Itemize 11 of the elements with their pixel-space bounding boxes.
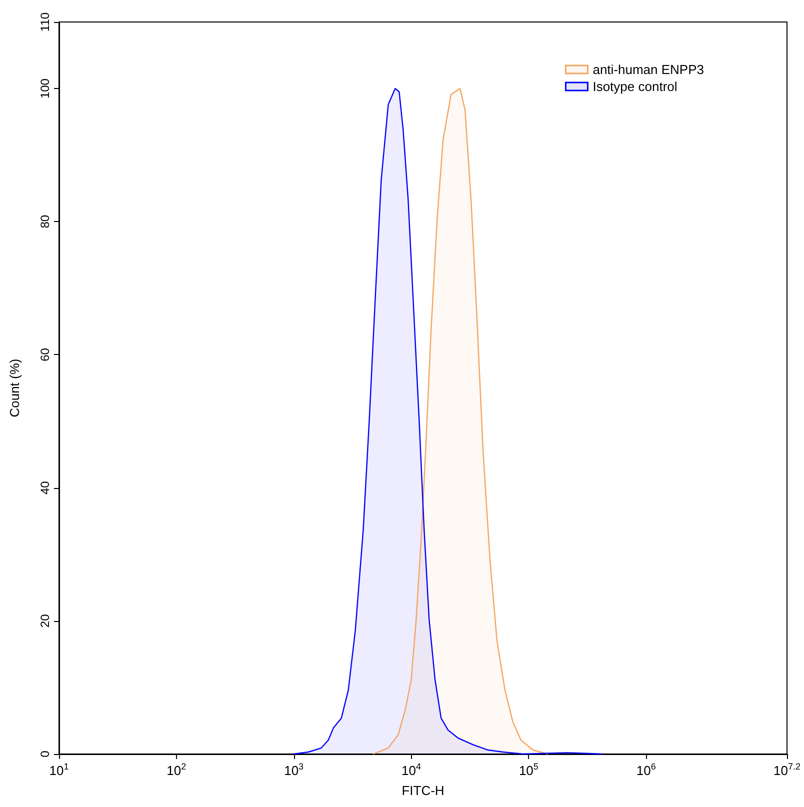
y-tick-label: 40 — [38, 480, 52, 494]
legend-label: anti-human ENPP3 — [592, 62, 704, 77]
y-tick-label: 20 — [38, 614, 52, 628]
y-axis-title: Count (%) — [7, 358, 22, 418]
y-tick-label: 60 — [38, 348, 52, 362]
y-tick-label: 0 — [38, 750, 52, 758]
legend-label: Isotype control — [592, 79, 678, 94]
y-tick-label: 110 — [38, 12, 52, 32]
y-tick-label: 80 — [38, 214, 52, 228]
x-axis-title: FITC-H — [402, 783, 444, 798]
y-tick-label: 100 — [38, 78, 52, 99]
